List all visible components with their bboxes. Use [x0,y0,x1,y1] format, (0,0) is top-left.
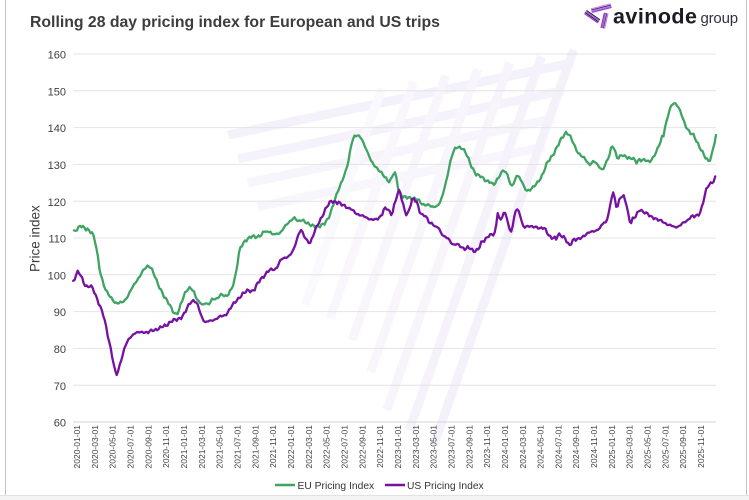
svg-text:2023-01-01: 2023-01-01 [393,425,403,469]
svg-text:2023-05-01: 2023-05-01 [429,425,439,469]
svg-text:US Pricing Index: US Pricing Index [407,481,485,492]
svg-text:2025-07-01: 2025-07-01 [660,425,670,469]
svg-text:2024-05-01: 2024-05-01 [536,425,546,469]
svg-text:2021-03-01: 2021-03-01 [197,425,207,469]
svg-text:2020-03-01: 2020-03-01 [90,425,100,469]
svg-text:2022-11-01: 2022-11-01 [375,425,385,468]
svg-text:2020-09-01: 2020-09-01 [143,425,153,469]
svg-text:2021-11-01: 2021-11-01 [268,425,278,468]
svg-text:120: 120 [48,197,66,209]
svg-text:160: 160 [48,50,66,62]
svg-text:2021-05-01: 2021-05-01 [215,425,225,469]
svg-text:2024-01-01: 2024-01-01 [500,425,510,469]
svg-text:140: 140 [48,123,66,135]
svg-text:2020-01-01: 2020-01-01 [72,425,82,469]
svg-text:100: 100 [48,270,66,282]
svg-text:2024-11-01: 2024-11-01 [589,425,599,468]
svg-text:130: 130 [48,160,66,172]
svg-text:80: 80 [54,344,66,356]
svg-text:2023-09-01: 2023-09-01 [464,425,474,469]
svg-text:2024-09-01: 2024-09-01 [571,425,581,469]
svg-text:Price index: Price index [27,205,42,272]
svg-text:2021-07-01: 2021-07-01 [233,425,243,469]
svg-text:2023-11-01: 2023-11-01 [482,425,492,468]
svg-text:2025-05-01: 2025-05-01 [643,425,653,469]
svg-text:2022-03-01: 2022-03-01 [304,425,314,469]
svg-text:2025-03-01: 2025-03-01 [625,425,635,469]
svg-text:EU Pricing Index: EU Pricing Index [298,481,376,492]
svg-text:110: 110 [48,234,66,246]
svg-text:2022-01-01: 2022-01-01 [286,425,296,469]
svg-text:2024-07-01: 2024-07-01 [553,425,563,469]
svg-text:70: 70 [54,381,66,393]
svg-text:2025-01-01: 2025-01-01 [607,425,617,469]
svg-text:2022-07-01: 2022-07-01 [340,425,350,469]
svg-text:90: 90 [54,307,66,319]
svg-text:60: 60 [54,418,66,430]
svg-text:2022-09-01: 2022-09-01 [357,425,367,469]
svg-text:2021-01-01: 2021-01-01 [179,425,189,469]
svg-text:2025-11-01: 2025-11-01 [696,425,706,468]
svg-text:Rolling 28 day pricing index f: Rolling 28 day pricing index for Europea… [30,14,440,31]
svg-text:2022-05-01: 2022-05-01 [322,425,332,469]
svg-text:avinode: avinode [613,5,697,29]
svg-text:2021-09-01: 2021-09-01 [250,425,260,469]
svg-text:2023-07-01: 2023-07-01 [446,425,456,469]
svg-text:2025-09-01: 2025-09-01 [678,425,688,469]
svg-text:2024-03-01: 2024-03-01 [518,425,528,469]
svg-text:2020-11-01: 2020-11-01 [161,425,171,468]
svg-text:150: 150 [48,86,66,98]
svg-text:2020-05-01: 2020-05-01 [108,425,118,469]
svg-text:2020-07-01: 2020-07-01 [126,425,136,469]
svg-text:group: group [701,10,738,27]
svg-text:2023-03-01: 2023-03-01 [411,425,421,469]
